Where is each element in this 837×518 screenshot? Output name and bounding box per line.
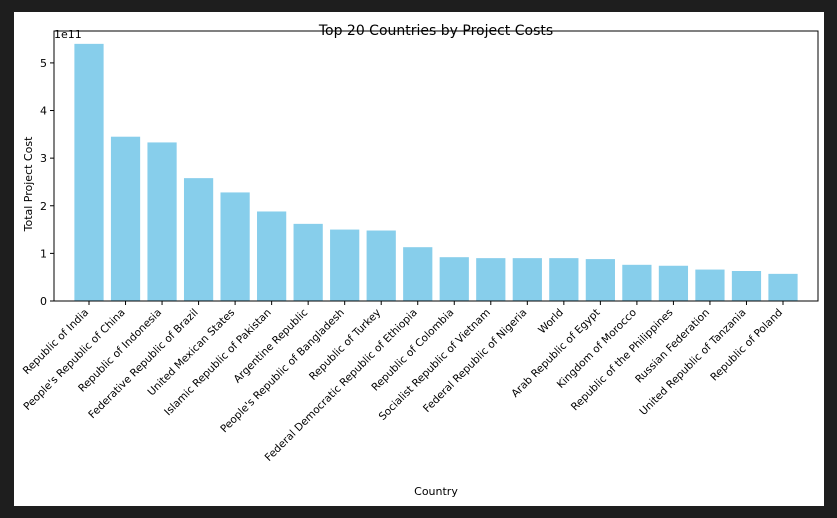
bar — [658, 265, 689, 301]
bar — [403, 247, 433, 301]
bar — [439, 257, 469, 301]
bar — [183, 178, 214, 301]
y-tick-label: 4 — [40, 105, 47, 118]
bar — [695, 269, 725, 301]
bar — [512, 258, 542, 301]
y-tick-label: 1 — [40, 247, 47, 260]
bar — [768, 273, 798, 301]
bar — [293, 223, 323, 301]
bar — [585, 259, 615, 301]
y-axis: 0 1 2 3 4 5 — [40, 57, 54, 308]
x-tick-label: Republic of Poland — [708, 307, 785, 384]
y-tick-label: 5 — [40, 57, 47, 70]
bars-group — [74, 43, 798, 302]
y-tick-label: 0 — [40, 295, 47, 308]
x-tick-label: Republic of India — [21, 307, 91, 377]
y-tick-label: 2 — [40, 200, 47, 213]
y-axis-label: Total Project Cost — [22, 136, 35, 232]
plot-frame — [53, 30, 819, 302]
bar — [549, 258, 579, 301]
y-tick-label: 3 — [40, 152, 47, 165]
bar — [731, 271, 762, 301]
bar — [622, 264, 652, 301]
y-scale-label: 1e11 — [54, 28, 82, 41]
x-axis-label: Country — [414, 485, 458, 498]
x-tick-label: World — [536, 307, 566, 337]
bar — [366, 230, 396, 301]
bar-chart: Top 20 Countries by Project Costs 1e11 T… — [21, 23, 819, 498]
chart-figure: Top 20 Countries by Project Costs 1e11 T… — [14, 12, 824, 506]
bar — [74, 43, 104, 302]
bar — [476, 258, 506, 301]
bar — [147, 142, 177, 301]
bar — [330, 229, 360, 301]
bar — [110, 136, 141, 301]
bar — [257, 211, 287, 301]
bar — [220, 192, 250, 301]
